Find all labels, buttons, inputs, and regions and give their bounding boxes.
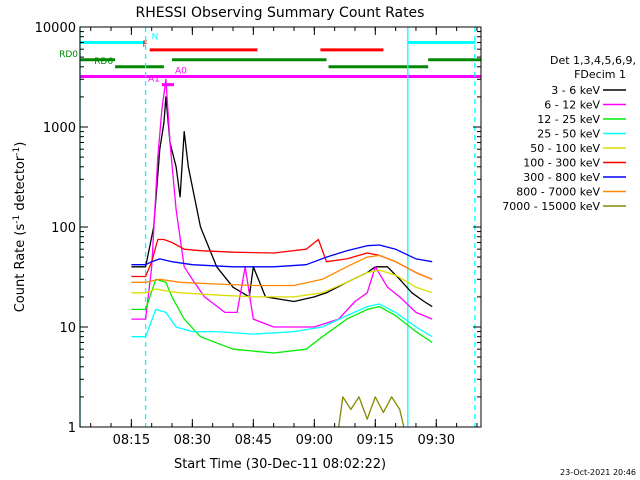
timestamp: 23-Oct-2021 20:46: [560, 468, 636, 477]
y-tick-label: 1000: [43, 121, 76, 136]
legend: Det 1,3,4,5,6,9, FDecim 1 3 - 6 keV 6 - 1…: [502, 54, 636, 213]
x-tick-label: 08:45: [235, 433, 272, 448]
legend-label: 300 - 800 keV: [523, 171, 600, 184]
y-tick-label: 100: [51, 221, 76, 236]
flag-layer: NF RD0 RD6 A1 A0: [59, 32, 481, 87]
legend-label: 50 - 100 keV: [530, 142, 600, 155]
y-axis-label: Count Rate (s-1 detector-1): [12, 142, 28, 313]
legend-label: 100 - 300 keV: [523, 157, 600, 170]
legend-header-2: FDecim 1: [574, 68, 626, 81]
x-tick-label: 09:15: [357, 433, 394, 448]
x-tick-label: 09:00: [296, 433, 333, 448]
series-line-50-100-kev: [131, 269, 433, 298]
series-line-7000-15000-kev: [338, 396, 405, 428]
series-line-300-800-kev: [131, 244, 433, 268]
x-tick-label: 09:30: [418, 433, 455, 448]
y-axis-label-end: ): [13, 142, 28, 147]
series-line-6-12-kev: [131, 78, 433, 328]
y-axis-label-mid: detector: [13, 155, 28, 215]
flag-label-rd6: RD6: [94, 57, 113, 67]
chart-title: RHESSI Observing Summary Count Rates: [136, 5, 425, 21]
x-axis-label: Start Time (30-Dec-11 08:02:22): [174, 457, 386, 472]
legend-label: 3 - 6 keV: [551, 84, 600, 97]
flag-label-a1: A1: [148, 75, 160, 85]
legend-label: 12 - 25 keV: [537, 113, 600, 126]
axes-layer: 1 10 100 1000 10000 08:15 08:30 08:45 09:00 09:15…: [35, 21, 481, 448]
y-axis-label-sup1: -1: [12, 215, 22, 224]
series-line-12-25-kev: [131, 278, 433, 354]
flag-label-rd0: RD0: [59, 50, 78, 60]
legend-label: 800 - 7000 keV: [516, 186, 600, 199]
series-layer: [131, 78, 433, 428]
y-axis-label-sup2: -1: [12, 147, 22, 156]
series-line-25-50-kev: [131, 303, 433, 338]
flag-label-a0: A0: [175, 66, 187, 76]
legend-label: 7000 - 15000 keV: [502, 200, 600, 213]
legend-header-1: Det 1,3,4,5,6,9,: [550, 54, 636, 67]
y-tick-label: 10000: [35, 21, 76, 36]
flag-label-n: N: [152, 32, 159, 42]
y-tick-label: 10: [59, 321, 76, 336]
y-axis-label-main: Count Rate (s: [13, 224, 28, 313]
flag-label-f: F: [142, 40, 147, 50]
x-tick-label: 08:30: [174, 433, 211, 448]
legend-label: 6 - 12 keV: [544, 99, 600, 112]
legend-label: 25 - 50 keV: [537, 128, 600, 141]
series-line-800-7000-kev: [131, 254, 433, 287]
x-tick-label: 08:15: [113, 433, 150, 448]
y-tick-label: 1: [68, 421, 76, 436]
